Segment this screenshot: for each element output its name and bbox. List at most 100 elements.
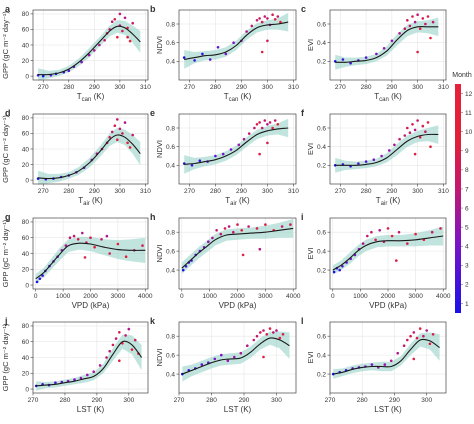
x-tick-label: 4000 — [138, 293, 153, 300]
x-tick-label: 270 — [335, 188, 346, 195]
data-point — [80, 60, 83, 64]
data-point — [133, 338, 137, 342]
confidence-band — [35, 236, 146, 284]
data-point — [116, 118, 119, 121]
panel-d: 270 280 290 300 310 0 20 40 60 80 Tair (K) GPP (gC … — [1, 108, 151, 207]
data-point — [439, 227, 442, 230]
data-point — [260, 50, 264, 54]
fit-line — [182, 337, 290, 375]
data-point — [411, 15, 414, 18]
data-point — [118, 127, 122, 131]
y-tick-label: 0.4 — [166, 59, 175, 66]
x-axis-label: Tcan (K) — [224, 92, 252, 103]
data-point — [240, 229, 243, 232]
y-tick-label: 40 — [22, 42, 30, 49]
x-axis-label-main: T — [225, 196, 230, 205]
data-point — [426, 15, 430, 18]
colorbar-tick-label: 7 — [465, 186, 469, 193]
y-tick-label: 0.4 — [166, 163, 175, 170]
data-point — [265, 333, 269, 336]
data-point — [207, 240, 210, 243]
data-point — [279, 20, 282, 24]
data-point — [130, 348, 134, 351]
x-tick-label: 1000 — [202, 293, 217, 300]
y-axis-label: GPP (gC m⁻² day⁻¹) — [1, 219, 10, 287]
panel-b: 270 280 290 300 310 0.4 0.6 0.8 Tcan (K) NDVI b — [150, 4, 299, 103]
y-axis-label: GPP (gC m⁻² day⁻¹) — [1, 11, 10, 79]
data-point — [124, 255, 128, 258]
data-point — [81, 231, 84, 235]
data-point — [372, 158, 376, 161]
fit-line — [184, 127, 289, 165]
data-point — [349, 61, 352, 65]
fit-line — [35, 242, 146, 280]
x-axis-label: Tcan (K) — [77, 92, 105, 103]
panel-frame — [178, 321, 297, 394]
data-point — [41, 74, 45, 78]
data-point — [332, 270, 336, 274]
data-point — [258, 121, 261, 124]
y-tick-label: 20 — [22, 162, 30, 169]
data-point — [338, 268, 342, 272]
data-point — [386, 227, 390, 230]
data-point — [426, 121, 430, 124]
colorbar-tick-label: 5 — [465, 224, 469, 231]
y-tick-label: 40 — [22, 251, 30, 258]
x-tick-label: 310 — [288, 188, 299, 195]
x-axis-label-main: T — [224, 92, 229, 101]
data-point — [123, 121, 127, 124]
data-point — [431, 20, 435, 24]
data-point — [370, 230, 373, 234]
data-point — [418, 27, 422, 31]
data-point — [411, 123, 414, 126]
data-point — [278, 336, 282, 340]
confidence-band — [182, 331, 290, 382]
data-point — [116, 35, 119, 39]
confidence-band — [38, 128, 141, 185]
x-tick-label: 290 — [236, 188, 247, 195]
data-point — [118, 12, 122, 16]
x-axis-label-main: VPD (kPa) — [219, 301, 257, 310]
y-tick-label: 80 — [22, 323, 30, 330]
data-point — [126, 35, 129, 39]
x-axis-label-main: LST (K) — [224, 405, 252, 414]
data-point — [357, 162, 360, 165]
y-tick-label: 0.6 — [317, 21, 326, 28]
data-point — [271, 13, 274, 16]
data-point — [108, 136, 111, 139]
data-point — [409, 334, 412, 338]
x-tick-label: 280 — [357, 397, 368, 404]
y-tick-label: 60 — [22, 131, 30, 138]
y-tick-label: 0.6 — [166, 40, 175, 47]
x-tick-label: 2000 — [381, 293, 396, 300]
data-point — [418, 136, 422, 139]
x-tick-label: 4000 — [286, 293, 301, 300]
x-tick-label: 290 — [236, 84, 247, 91]
data-point — [412, 331, 416, 334]
data-point — [403, 27, 407, 31]
data-point — [402, 344, 406, 348]
data-point — [273, 18, 277, 21]
data-point — [431, 333, 435, 336]
data-point — [41, 274, 44, 277]
y-tick-label: 0.6 — [317, 125, 326, 132]
plot-area — [330, 114, 446, 184]
data-point — [123, 16, 127, 20]
colorbar-tick-label: 1 — [465, 301, 469, 308]
panel-e: 270 280 290 300 310 0.4 0.6 0.8 Tair (K) NDVI e — [150, 108, 299, 207]
data-point — [415, 336, 419, 340]
data-point — [406, 19, 409, 22]
data-point — [215, 229, 218, 232]
colorbar-tick-label: 12 — [465, 91, 473, 98]
y-tick-label: 0 — [25, 177, 29, 184]
x-tick-label: 310 — [438, 188, 449, 195]
x-tick-label: 2000 — [83, 293, 98, 300]
data-point — [416, 50, 419, 54]
data-point — [246, 344, 249, 348]
fit-line — [38, 25, 141, 76]
x-axis-label-sub: air — [381, 201, 388, 207]
x-axis-label-sub: can — [229, 97, 239, 103]
x-tick-label: 280 — [210, 188, 221, 195]
data-point — [412, 357, 416, 361]
data-point — [110, 130, 114, 134]
